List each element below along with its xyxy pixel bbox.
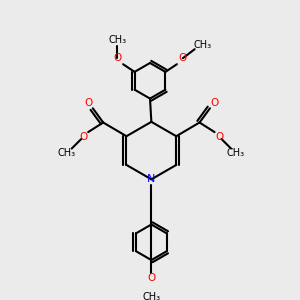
Text: O: O — [79, 132, 87, 142]
Text: CH₃: CH₃ — [193, 40, 211, 50]
Text: CH₃: CH₃ — [58, 148, 76, 158]
Text: CH₃: CH₃ — [227, 148, 245, 158]
Text: CH₃: CH₃ — [142, 292, 160, 300]
Text: O: O — [85, 98, 93, 108]
Text: O: O — [210, 98, 218, 108]
Text: O: O — [113, 53, 121, 63]
Text: O: O — [147, 273, 155, 283]
Text: N: N — [147, 174, 156, 184]
Text: O: O — [179, 53, 187, 63]
Text: O: O — [215, 132, 223, 142]
Text: CH₃: CH₃ — [108, 35, 126, 45]
